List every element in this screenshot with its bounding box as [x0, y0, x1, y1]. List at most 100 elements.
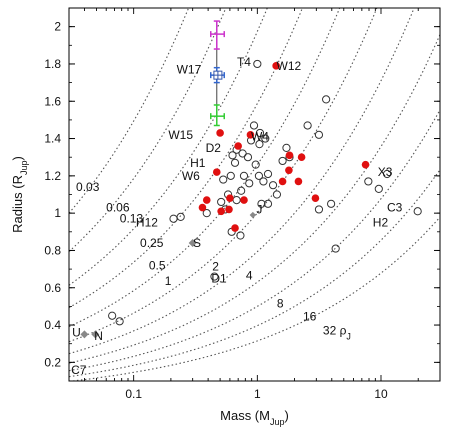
- open-circle-point: [263, 169, 273, 179]
- filled-circle-point: [294, 177, 303, 186]
- open-circle-point: [268, 181, 278, 190]
- open-circle-point: [239, 171, 249, 180]
- open-circle-point: [210, 272, 219, 281]
- point-label: W12: [277, 59, 302, 73]
- open-circle-point: [253, 59, 262, 69]
- open-square-point: [213, 70, 223, 80]
- iso-density-label: 1: [165, 274, 172, 288]
- filled-circle-point: [226, 194, 234, 203]
- open-circle-point: [278, 156, 287, 166]
- point-label: W17: [177, 63, 202, 77]
- open-circle-point: [322, 95, 331, 104]
- point-label: W6: [182, 169, 200, 183]
- point-label: D2: [206, 141, 222, 155]
- open-circle-point: [243, 153, 253, 162]
- open-circle-point: [261, 134, 270, 143]
- point-label: C7: [71, 363, 87, 377]
- iso-density-curve: [69, 8, 341, 328]
- iso-density-curve: [69, 8, 268, 286]
- filled-circle-point: [246, 131, 255, 139]
- x-tick-label: 10: [374, 387, 388, 401]
- y-tick-label: 0.6: [44, 281, 61, 295]
- filled-circle-point: [240, 196, 248, 204]
- y-tick-label: 0.2: [44, 355, 61, 369]
- open-circle-point: [108, 311, 117, 320]
- open-circle-point: [257, 199, 266, 208]
- planet-diamond-point: [188, 238, 197, 247]
- open-circle-point: [245, 179, 254, 188]
- iso-density-label: 0.5: [149, 258, 166, 272]
- iso-density-label: 0.06: [106, 201, 130, 215]
- iso-density-label: 0.03: [76, 180, 100, 194]
- filled-circle-point: [297, 153, 306, 161]
- open-circle-point: [263, 199, 273, 208]
- open-circle-point: [314, 130, 324, 139]
- y-tick-label: 0.4: [44, 318, 61, 332]
- point-label: H2: [373, 215, 389, 229]
- y-tick-label: 1: [54, 206, 61, 220]
- point-label: T4: [237, 55, 251, 69]
- filled-circle-point: [311, 194, 320, 203]
- point-label: N: [94, 329, 103, 343]
- planet-diamond-point: [249, 211, 257, 219]
- filled-circle-point: [217, 207, 225, 216]
- filled-circle-point: [231, 224, 239, 232]
- planet-diamond-point: [91, 330, 100, 339]
- point-label: D1: [211, 271, 227, 285]
- y-tick-label: 1.2: [44, 169, 61, 183]
- point-label: X3: [378, 165, 393, 179]
- iso-density-label: 8: [277, 297, 284, 311]
- open-circle-point: [237, 186, 246, 195]
- open-circle-point: [202, 209, 211, 218]
- filled-circle-point: [198, 203, 207, 212]
- open-circle-point: [331, 244, 340, 253]
- point-label: H12: [136, 215, 158, 229]
- open-circle-point: [272, 190, 282, 199]
- open-circle-point: [254, 171, 264, 180]
- open-circle-point: [259, 177, 268, 186]
- iso-density-curve: [69, 169, 440, 378]
- iso-density-label: 4: [246, 269, 253, 283]
- open-circle-point: [232, 195, 241, 205]
- iso-density-label: 0.25: [140, 236, 164, 250]
- filled-circle-point: [225, 205, 233, 214]
- y-tick-label: 2: [54, 20, 61, 34]
- open-circle-point: [374, 184, 383, 194]
- open-circle-point: [226, 171, 235, 180]
- iso-density-curve: [69, 109, 440, 372]
- open-circle-point: [314, 205, 324, 214]
- iso-density-curve: [69, 8, 227, 253]
- open-circle-point: [327, 199, 336, 208]
- y-axis-title: Radius (RJup): [10, 156, 29, 233]
- filled-circle-point: [216, 129, 224, 137]
- filled-circle-point: [202, 196, 211, 204]
- data-points: [80, 20, 422, 339]
- x-tick-label: 0.1: [125, 387, 142, 401]
- filled-circle-point: [361, 160, 370, 169]
- filled-circle-point: [285, 166, 293, 175]
- iso-density-label: 32 ρJ: [323, 324, 351, 342]
- filled-circle-point: [272, 62, 280, 70]
- filled-circle-point: [234, 142, 242, 150]
- iso-density-curve: [69, 34, 440, 364]
- y-tick-label: 0.8: [44, 243, 61, 257]
- iso-density-curve: [69, 8, 304, 309]
- iso-density-label: 0.13: [120, 212, 144, 226]
- planet-diamond-point: [80, 330, 89, 339]
- iso-density-curve: [69, 8, 190, 214]
- open-circle-point: [115, 317, 124, 326]
- error-bar-point: [209, 104, 225, 127]
- axes: 0.2 0.4 0.6 0.8 1 1.2 1.4 1.6 1.8 2 0.1 1 10: [44, 7, 441, 401]
- open-circle-point: [219, 175, 228, 184]
- open-circle-point: [303, 121, 312, 130]
- open-circle-point: [217, 197, 226, 207]
- point-label: S: [193, 236, 201, 250]
- error-bar-point: [209, 20, 225, 50]
- iso-density-label: 2: [212, 259, 219, 273]
- open-circle-point: [382, 169, 392, 179]
- open-circle-point: [255, 128, 265, 138]
- open-circle-point: [236, 231, 245, 240]
- point-label: W15: [168, 128, 193, 142]
- open-circle-point: [413, 207, 422, 216]
